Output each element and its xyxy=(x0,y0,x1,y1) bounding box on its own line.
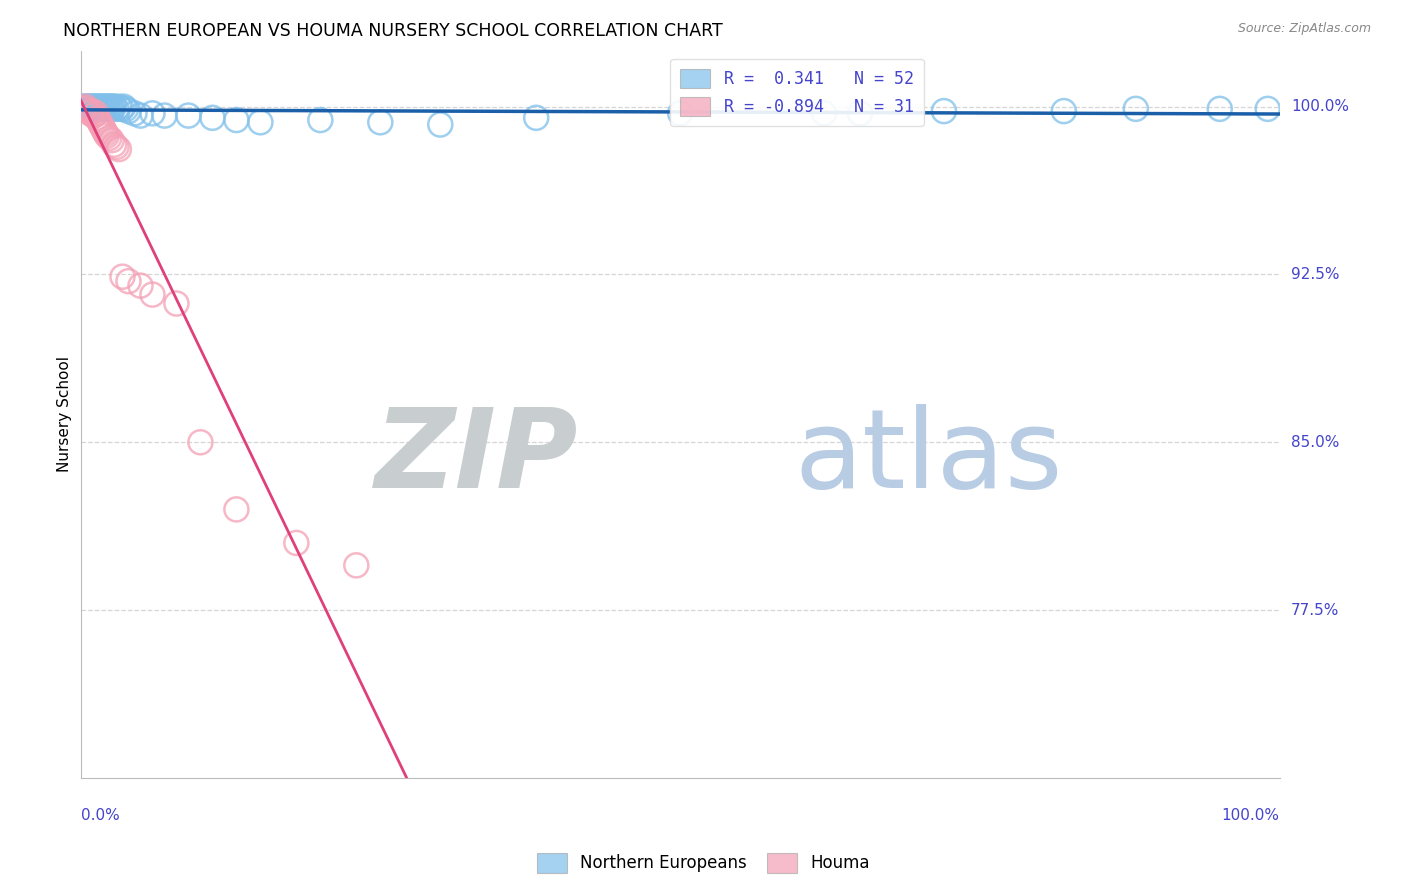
Point xyxy=(1125,102,1147,116)
Point xyxy=(524,111,547,125)
Point xyxy=(94,127,117,141)
Point xyxy=(76,100,98,114)
Point xyxy=(429,118,451,132)
Point xyxy=(153,109,176,123)
Text: 77.5%: 77.5% xyxy=(1291,603,1339,617)
Point xyxy=(86,111,108,125)
Point xyxy=(83,100,105,114)
Point xyxy=(101,100,124,114)
Text: NORTHERN EUROPEAN VS HOUMA NURSERY SCHOOL CORRELATION CHART: NORTHERN EUROPEAN VS HOUMA NURSERY SCHOO… xyxy=(63,22,723,40)
Text: Source: ZipAtlas.com: Source: ZipAtlas.com xyxy=(1237,22,1371,36)
Point xyxy=(117,274,139,288)
Point xyxy=(368,115,391,129)
Point xyxy=(110,102,132,116)
Point xyxy=(177,109,200,123)
Point xyxy=(72,100,94,114)
Point xyxy=(100,100,122,114)
Point xyxy=(285,536,308,550)
Point xyxy=(98,100,121,114)
Point xyxy=(93,124,115,138)
Point xyxy=(84,100,107,114)
Point xyxy=(225,502,247,516)
Point xyxy=(112,100,135,114)
Point xyxy=(89,100,111,114)
Point xyxy=(91,120,114,134)
Point xyxy=(124,106,146,120)
Point xyxy=(91,100,114,114)
Text: 0.0%: 0.0% xyxy=(80,808,120,823)
Point xyxy=(249,115,271,129)
Point xyxy=(96,128,118,143)
Point xyxy=(75,100,97,114)
Point xyxy=(91,100,114,114)
Point xyxy=(225,113,247,128)
Point xyxy=(115,102,138,116)
Point xyxy=(108,142,131,156)
Point xyxy=(100,133,122,147)
Point xyxy=(89,115,111,129)
Point xyxy=(91,122,114,136)
Point xyxy=(105,102,128,116)
Point xyxy=(105,140,128,154)
Legend: Northern Europeans, Houma: Northern Europeans, Houma xyxy=(530,847,876,880)
Point xyxy=(849,106,872,120)
Point xyxy=(86,102,108,116)
Point xyxy=(129,278,152,293)
Point xyxy=(87,100,110,114)
Point xyxy=(103,100,125,114)
Point xyxy=(83,102,105,116)
Point xyxy=(80,100,103,114)
Point xyxy=(1257,102,1279,116)
Point xyxy=(75,100,97,114)
Point xyxy=(87,113,110,128)
Point xyxy=(82,100,104,114)
Point xyxy=(77,104,100,119)
Point xyxy=(190,435,212,450)
Point xyxy=(93,102,115,116)
Point xyxy=(98,131,121,145)
Point xyxy=(84,106,107,120)
Point xyxy=(344,558,367,573)
Text: ZIP: ZIP xyxy=(374,404,578,511)
Y-axis label: Nursery School: Nursery School xyxy=(58,356,72,472)
Point xyxy=(96,100,118,114)
Point xyxy=(141,287,163,301)
Point xyxy=(79,106,101,120)
Point xyxy=(141,106,163,120)
Point xyxy=(111,269,134,284)
Point xyxy=(83,109,105,123)
Point xyxy=(1053,104,1076,119)
Point xyxy=(309,113,332,128)
Point xyxy=(82,104,104,119)
Point xyxy=(90,118,112,132)
Point xyxy=(117,104,139,119)
Point xyxy=(201,111,224,125)
Point xyxy=(76,102,98,116)
Point xyxy=(77,100,100,114)
Point xyxy=(1209,102,1232,116)
Text: 85.0%: 85.0% xyxy=(1291,434,1339,450)
Text: atlas: atlas xyxy=(794,404,1063,511)
Point xyxy=(90,102,112,116)
Text: 100.0%: 100.0% xyxy=(1291,99,1348,114)
Point xyxy=(100,102,122,116)
Point xyxy=(932,104,955,119)
Text: 100.0%: 100.0% xyxy=(1222,808,1279,823)
Point xyxy=(165,296,187,310)
Point xyxy=(79,102,101,116)
Point xyxy=(813,106,835,120)
Text: 92.5%: 92.5% xyxy=(1291,267,1340,282)
Point xyxy=(103,137,125,152)
Point xyxy=(108,100,131,114)
Point xyxy=(669,106,692,120)
Point xyxy=(97,102,120,116)
Point xyxy=(94,100,117,114)
Point xyxy=(76,102,98,116)
Legend: R =  0.341   N = 52, R = -0.894   N = 31: R = 0.341 N = 52, R = -0.894 N = 31 xyxy=(671,59,924,126)
Point xyxy=(72,102,94,116)
Point xyxy=(129,109,152,123)
